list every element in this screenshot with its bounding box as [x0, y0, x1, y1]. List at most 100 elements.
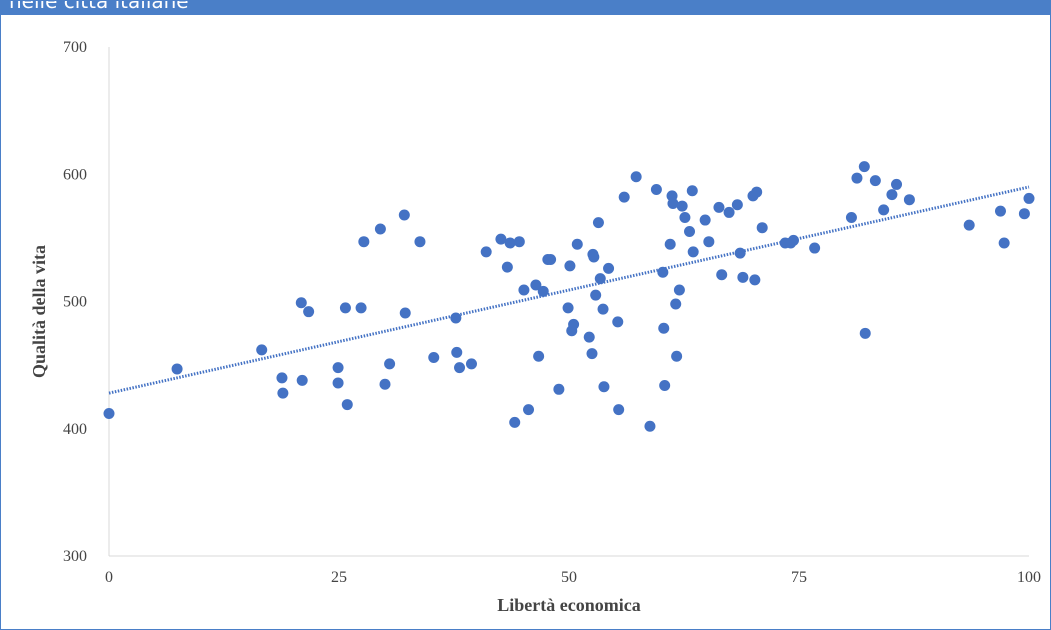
data-point	[878, 204, 890, 216]
data-points	[103, 161, 1035, 432]
data-point	[454, 362, 466, 374]
data-point	[713, 201, 725, 213]
data-point	[658, 322, 670, 334]
data-point	[703, 236, 715, 248]
x-tick-labels: 0 25 50 75 100	[105, 569, 1041, 586]
title-bar	[1, 1, 1050, 15]
data-point	[553, 383, 565, 395]
data-point	[564, 260, 576, 272]
data-point	[851, 172, 863, 184]
data-point	[664, 238, 676, 250]
data-point	[731, 199, 743, 211]
data-point	[276, 372, 288, 384]
data-point	[845, 212, 857, 224]
data-point	[586, 348, 598, 360]
data-point	[751, 186, 763, 198]
data-point	[355, 302, 367, 314]
data-point	[723, 206, 735, 218]
data-point	[858, 161, 870, 173]
y-tick-label: 500	[63, 294, 87, 311]
data-point	[414, 236, 426, 248]
data-point	[687, 246, 699, 258]
data-point	[749, 274, 761, 286]
data-point	[332, 377, 344, 389]
data-point	[568, 318, 580, 330]
data-point	[480, 246, 492, 258]
data-point	[603, 262, 615, 274]
data-point	[523, 404, 535, 416]
data-point	[384, 358, 396, 370]
data-point	[509, 416, 521, 428]
data-point	[684, 226, 696, 238]
data-point	[994, 205, 1006, 217]
data-point	[612, 316, 624, 328]
y-tick-label: 300	[63, 548, 87, 565]
data-point	[630, 171, 642, 183]
data-point	[358, 236, 370, 248]
data-point	[679, 212, 691, 224]
data-point	[737, 271, 749, 283]
data-point	[787, 234, 799, 246]
data-point	[859, 327, 871, 339]
data-point	[583, 331, 595, 343]
data-point	[533, 350, 545, 362]
data-point	[657, 266, 669, 278]
data-point	[303, 306, 315, 318]
data-point	[597, 303, 609, 315]
data-point	[618, 191, 630, 203]
data-point	[537, 285, 549, 297]
data-point	[716, 269, 728, 281]
data-point	[171, 363, 183, 375]
x-tick-label: 100	[1017, 569, 1041, 586]
data-point	[341, 399, 353, 411]
data-point	[465, 358, 477, 370]
data-point	[399, 307, 411, 319]
data-point	[1018, 208, 1030, 220]
data-point	[659, 379, 671, 391]
data-point	[613, 404, 625, 416]
x-tick-label: 0	[105, 569, 113, 586]
data-point	[256, 344, 268, 356]
x-axis-title: Libertà economica	[497, 595, 640, 615]
data-point	[513, 236, 525, 248]
data-point	[571, 238, 583, 250]
data-point	[501, 261, 513, 273]
y-tick-label: 700	[63, 39, 87, 56]
trendline	[108, 185, 1030, 395]
x-tick-label: 25	[331, 569, 347, 586]
data-point	[598, 381, 610, 393]
data-point	[295, 297, 307, 309]
data-point	[518, 284, 530, 296]
y-tick-label: 400	[63, 421, 87, 438]
data-point	[592, 217, 604, 229]
data-point	[686, 185, 698, 197]
data-point	[562, 302, 574, 314]
data-point	[588, 251, 600, 263]
data-point	[667, 198, 679, 210]
data-point	[998, 237, 1010, 249]
data-point	[398, 209, 410, 221]
y-axis-title: Qualità della vita	[29, 245, 49, 378]
data-point	[332, 362, 344, 374]
data-point	[650, 184, 662, 196]
data-point	[903, 194, 915, 206]
data-point	[428, 351, 440, 363]
data-point	[671, 350, 683, 362]
data-point	[869, 175, 881, 187]
data-point	[504, 237, 516, 249]
x-tick-label: 75	[791, 569, 807, 586]
data-point	[644, 420, 656, 432]
data-point	[495, 233, 507, 245]
data-point	[594, 273, 606, 285]
data-point	[1023, 192, 1035, 204]
data-point	[590, 289, 602, 301]
data-point	[734, 247, 746, 259]
data-point	[676, 200, 688, 212]
y-tick-label: 600	[63, 166, 87, 183]
data-point	[809, 242, 821, 254]
data-point	[673, 284, 685, 296]
data-point	[530, 279, 542, 291]
data-point	[339, 302, 351, 314]
data-point	[296, 374, 308, 386]
